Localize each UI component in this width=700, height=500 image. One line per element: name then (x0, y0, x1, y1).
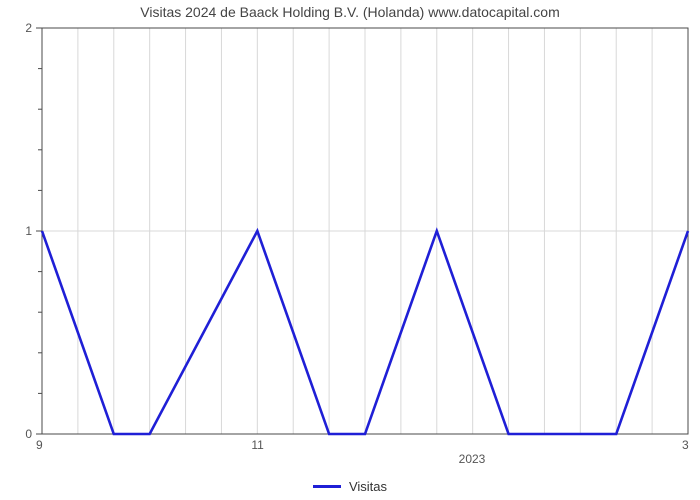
legend-label: Visitas (349, 479, 387, 494)
x-tick-label: 9 (36, 438, 43, 452)
chart-plot (42, 28, 688, 434)
x-tick-label: 11 (251, 438, 263, 452)
legend: Visitas (0, 479, 700, 494)
chart-title: Visitas 2024 de Baack Holding B.V. (Hola… (0, 4, 700, 20)
y-tick-label: 0 (25, 427, 32, 441)
y-tick-label: 2 (25, 21, 32, 35)
legend-swatch (313, 485, 341, 488)
x-tick-year: 2023 (459, 452, 486, 466)
y-tick-label: 1 (25, 224, 32, 238)
x-tick-label: 3 (682, 438, 689, 452)
